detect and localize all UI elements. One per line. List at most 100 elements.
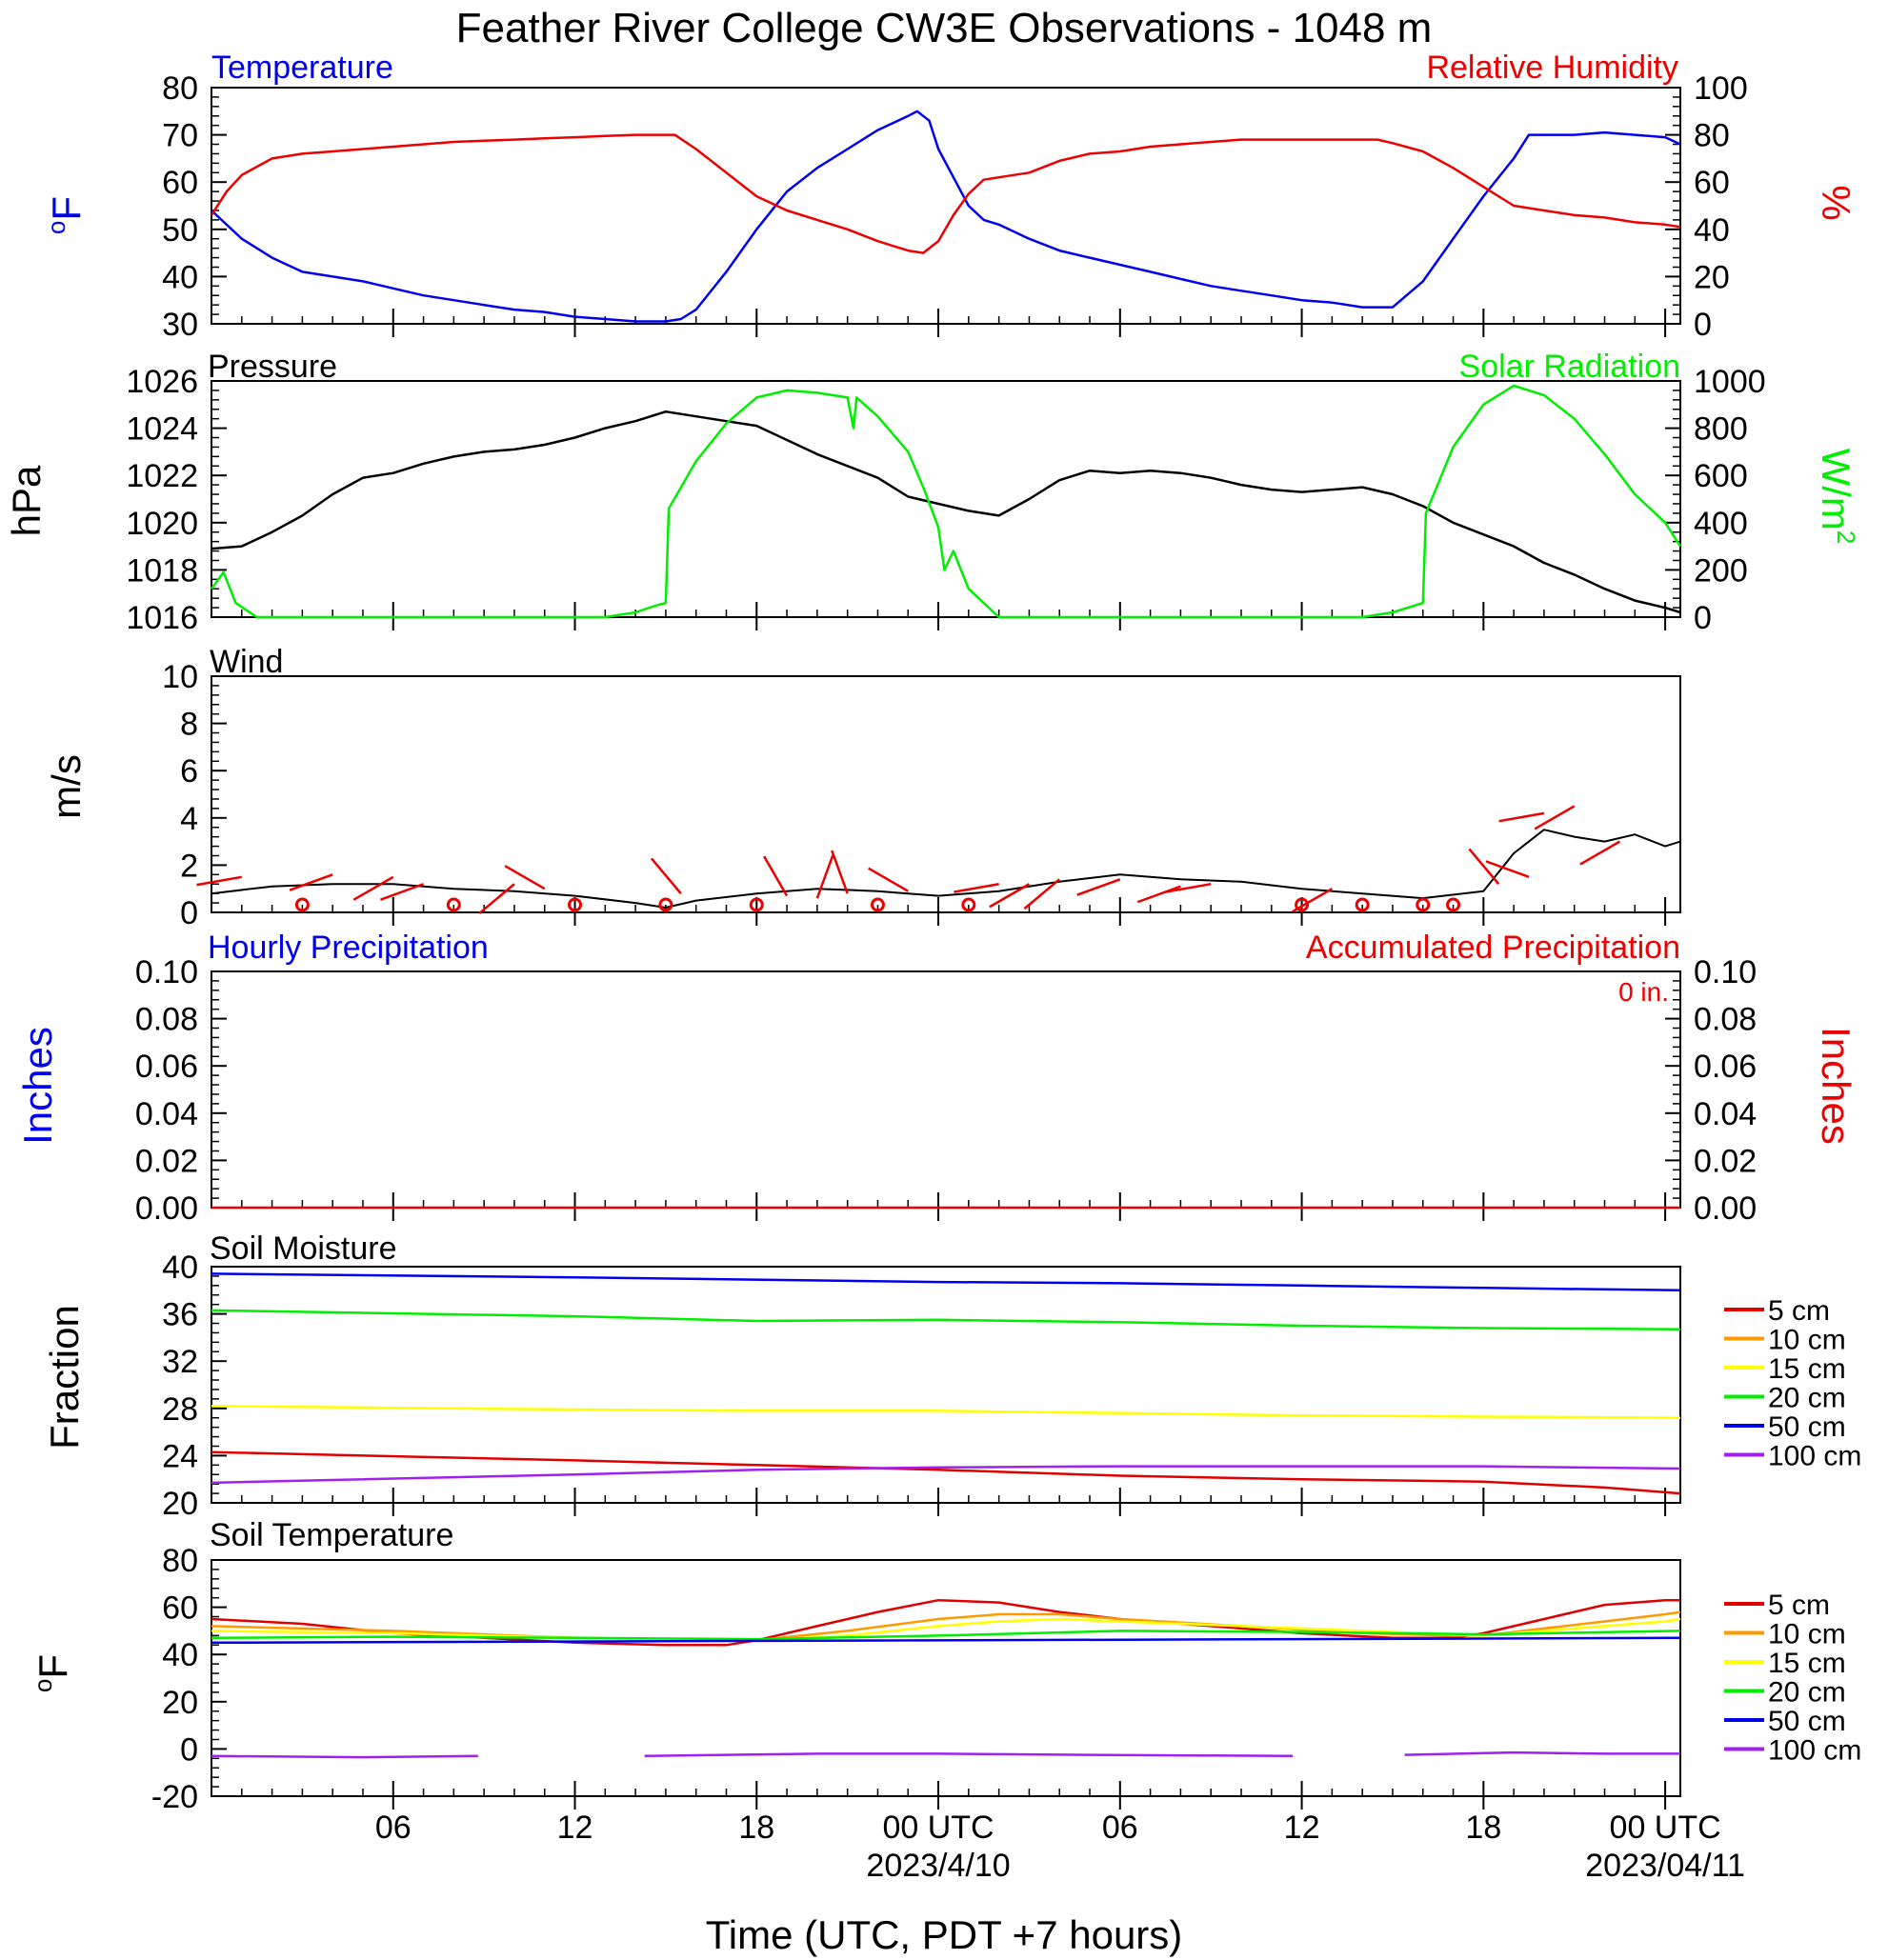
soil-moisture-title: Soil Moisture [210, 1230, 397, 1267]
humidity-axis-label: % [1814, 185, 1858, 220]
soil-series-line [211, 1450, 1681, 1495]
soil-moisture-axis-label: Fraction [42, 1305, 87, 1450]
calm-wind-marker [294, 897, 310, 912]
x-tick-label: 06 [1102, 1810, 1138, 1846]
y-tick-label: 0 [180, 895, 198, 931]
soil-series-line [211, 1272, 1681, 1292]
y2-tick-label: 0.02 [1694, 1143, 1757, 1179]
y-tick-label: 20 [162, 1685, 198, 1721]
solar-panel-title: Solar Radiation [1459, 349, 1680, 385]
y-tick-label: 60 [162, 165, 198, 201]
y-tick-label: 60 [162, 1590, 198, 1627]
series-line-0-1 [210, 133, 1681, 254]
x-tick-label: 06 [375, 1810, 412, 1846]
panel-frame [211, 1559, 1681, 1797]
wind-barb [1534, 805, 1576, 830]
calm-wind-marker [961, 897, 976, 912]
accumulated-precip-title: Accumulated Precipitation [1306, 930, 1680, 966]
wind-axis-label: m/s [44, 754, 89, 819]
y-tick-label: -20 [151, 1779, 198, 1815]
calm-wind-marker [1416, 897, 1431, 912]
series-line-0-0 [211, 110, 1681, 323]
temperature-axis-label: oF [42, 196, 89, 234]
calm-wind-marker [658, 897, 673, 912]
y-tick-label: 4 [180, 801, 198, 837]
calm-wind-marker [446, 897, 461, 912]
accum-precip-axis-label: Inches [1814, 1027, 1858, 1145]
panel-soil-moisture: Soil Moisture Fraction 20 24 28 32 36 40 [42, 1230, 1681, 1522]
panel-soil-temperature: Soil Temperature oF -20 0 20 40 60 80 [29, 1517, 1681, 1815]
wind-barb [504, 865, 546, 890]
soil-series-line [211, 1750, 1680, 1759]
wind-barb [1023, 878, 1061, 910]
wind-barb [289, 873, 333, 891]
y-tick-label: 40 [162, 1250, 198, 1286]
series-line-1-0 [211, 410, 1681, 614]
series-line-1-1 [210, 384, 1682, 619]
y2-tick-label: 40 [1694, 212, 1730, 249]
y2-tick-label: 200 [1694, 552, 1748, 589]
x-axis-title: Time (UTC, PDT +7 hours) [706, 1912, 1183, 1957]
y-tick-label: 1022 [126, 458, 198, 494]
temperature-panel-title: Temperature [211, 50, 393, 86]
y2-tick-label: 0.04 [1694, 1096, 1757, 1132]
legend-label: 10 cm [1768, 1619, 1846, 1650]
wind-barb [1076, 878, 1121, 896]
legend-label: 20 cm [1768, 1677, 1846, 1709]
legend-label: 15 cm [1768, 1353, 1846, 1385]
wind-barb [352, 875, 394, 901]
calm-wind-marker [749, 897, 764, 912]
panel-frame [211, 970, 1681, 1209]
humidity-panel-title: Relative Humidity [1426, 50, 1678, 86]
y2-tick-label: 80 [1694, 118, 1730, 154]
legend-label: 5 cm [1768, 1295, 1830, 1327]
y2-tick-label: 1000 [1694, 364, 1766, 400]
y-tick-label: 1024 [126, 411, 198, 448]
wind-speed-line [211, 829, 1681, 909]
wind-barb [815, 854, 834, 899]
panel-precipitation: Hourly Precipitation Accumulated Precipi… [15, 930, 1858, 1227]
wind-barb [989, 883, 1031, 909]
hourly-precip-title: Hourly Precipitation [208, 930, 489, 966]
x-tick-date: 2023/04/11 [1585, 1848, 1745, 1884]
legend-label: 20 cm [1768, 1383, 1846, 1414]
y-tick-label: 36 [162, 1297, 198, 1333]
y-tick-label: 0.04 [135, 1096, 198, 1132]
y2-tick-label: 0.00 [1694, 1190, 1757, 1227]
wind-barb [478, 883, 515, 915]
wind-barb [1485, 860, 1530, 878]
y2-tick-label: 600 [1694, 458, 1748, 494]
y-tick-label: 8 [180, 707, 198, 743]
y-tick-label: 0.02 [135, 1143, 198, 1179]
legend-label: 50 cm [1768, 1411, 1846, 1443]
y2-tick-label: 400 [1694, 506, 1748, 542]
wind-barb [1165, 883, 1212, 893]
wind-barb [1136, 885, 1181, 904]
y2-tick-label: 0 [1694, 307, 1712, 343]
x-tick-label: 00 UTC [1610, 1810, 1721, 1846]
panel-wind: Wind m/s 0 2 4 6 8 10 [44, 644, 1681, 931]
calm-wind-marker [1355, 897, 1370, 912]
soil-temperature-title: Soil Temperature [210, 1517, 453, 1553]
y-tick-label: 0.10 [135, 954, 198, 990]
soil-series-line [211, 1405, 1681, 1419]
wind-barb [831, 850, 849, 894]
y-tick-label: 80 [162, 70, 198, 107]
pressure-axis-label: hPa [4, 465, 49, 536]
wind-barb [1498, 811, 1545, 823]
y-tick-label: 32 [162, 1344, 198, 1380]
wind-barb [1292, 888, 1333, 913]
x-tick-label: 12 [557, 1810, 593, 1846]
x-tick-date: 2023/4/10 [866, 1848, 1010, 1884]
y2-tick-label: 0.10 [1694, 954, 1757, 990]
pressure-panel-title: Pressure [208, 349, 337, 385]
calm-wind-marker [870, 897, 885, 912]
soil-series-line [211, 1630, 1681, 1641]
wind-barb [650, 857, 682, 894]
y-tick-label: 70 [162, 118, 198, 154]
soil-series-line [211, 1636, 1681, 1645]
